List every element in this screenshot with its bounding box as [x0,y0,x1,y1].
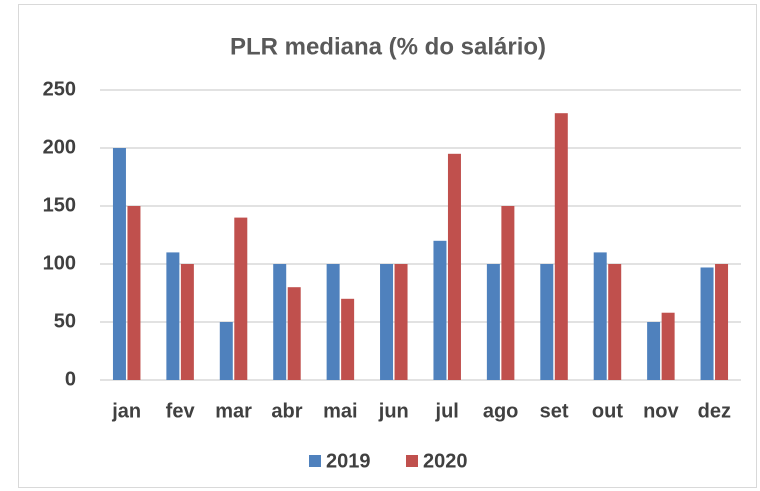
legend-swatch [309,455,321,467]
bar [447,153,461,380]
bar [380,264,394,380]
bar [341,298,355,380]
x-tick-label: fev [166,400,196,422]
x-tick-label: jan [111,400,141,422]
bar [219,322,233,380]
bar [166,252,180,380]
y-tick-label: 150 [43,194,76,216]
bar [608,264,622,380]
bar [234,217,248,380]
bar [700,267,714,380]
bar [180,264,194,380]
x-tick-label: mai [323,400,357,422]
bar [554,113,568,380]
y-tick-label: 100 [43,252,76,274]
x-tick-label: jun [378,400,409,422]
chart-frame [18,4,757,488]
bar [715,264,729,380]
bar [127,206,141,380]
x-tick-label: out [592,400,623,422]
y-tick-label: 0 [65,368,76,390]
bar [661,312,675,380]
y-tick-label: 50 [54,310,76,332]
x-tick-label: mar [215,400,252,422]
legend-swatch [406,455,418,467]
legend-label: 2019 [326,450,371,472]
bar [593,252,607,380]
bar [501,206,515,380]
bar [273,264,287,380]
legend-label: 2020 [423,450,468,472]
y-tick-label: 200 [43,136,76,158]
bar [287,287,301,380]
x-tick-label: dez [698,400,731,422]
bar [486,264,500,380]
x-tick-label: abr [271,400,302,422]
x-tick-label: jul [435,400,459,422]
y-tick-label: 250 [43,78,76,100]
bar [326,264,340,380]
x-tick-label: set [540,400,569,422]
bar [112,148,126,380]
chart-title: PLR mediana (% do salário) [230,33,546,60]
bar [394,264,408,380]
x-tick-label: ago [483,400,519,422]
bar [433,240,447,380]
bar [540,264,554,380]
x-tick-label: nov [643,400,679,422]
bar [647,322,661,380]
